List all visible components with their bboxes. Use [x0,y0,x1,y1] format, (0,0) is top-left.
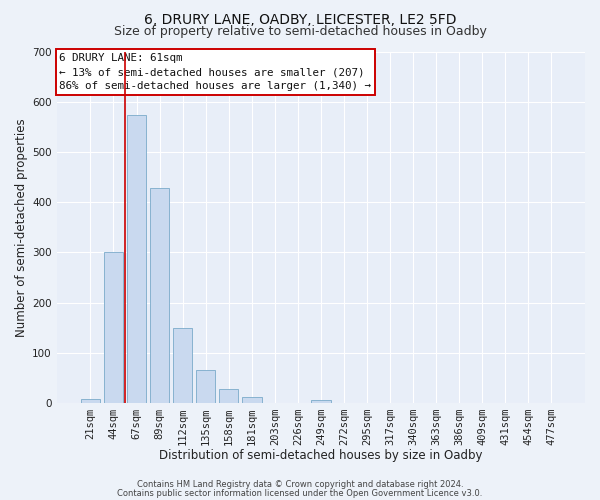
Text: 6, DRURY LANE, OADBY, LEICESTER, LE2 5FD: 6, DRURY LANE, OADBY, LEICESTER, LE2 5FD [144,12,456,26]
Y-axis label: Number of semi-detached properties: Number of semi-detached properties [15,118,28,336]
Text: Size of property relative to semi-detached houses in Oadby: Size of property relative to semi-detach… [113,25,487,38]
Text: Contains HM Land Registry data © Crown copyright and database right 2024.: Contains HM Land Registry data © Crown c… [137,480,463,489]
X-axis label: Distribution of semi-detached houses by size in Oadby: Distribution of semi-detached houses by … [159,450,482,462]
Bar [150,188,169,403]
Bar [196,370,215,403]
Bar [80,399,100,403]
Bar [311,400,331,403]
Bar [104,252,123,403]
Text: Contains public sector information licensed under the Open Government Licence v3: Contains public sector information licen… [118,488,482,498]
Bar [219,389,238,403]
Bar [173,328,193,403]
Bar [242,397,262,403]
Bar [127,116,146,403]
Text: 6 DRURY LANE: 61sqm
← 13% of semi-detached houses are smaller (207)
86% of semi-: 6 DRURY LANE: 61sqm ← 13% of semi-detach… [59,54,371,92]
